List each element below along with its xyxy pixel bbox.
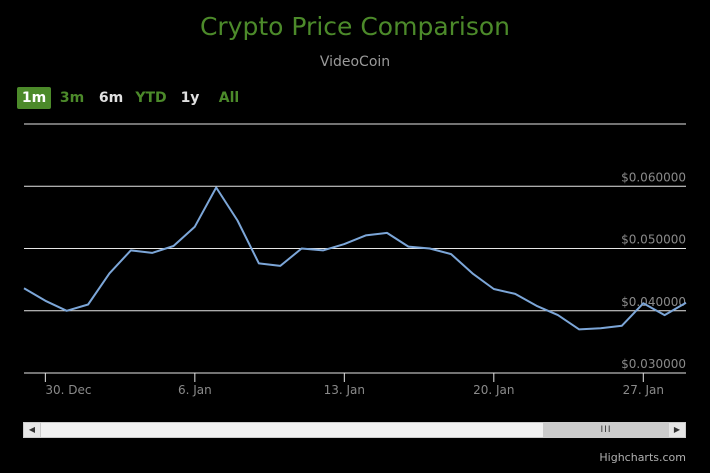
y-tick-label: $0.060000 (621, 170, 686, 184)
chart-title: Crypto Price Comparison (199, 12, 511, 41)
range-button-3m[interactable]: 3m (59, 90, 85, 106)
navigator-scrollbar[interactable]: ◀ III ▶ (23, 422, 686, 438)
x-tick-label: 13. Jan (324, 383, 365, 397)
range-button-1y[interactable]: 1y (180, 90, 200, 106)
x-tick-label: 30. Dec (45, 383, 91, 397)
range-button-1m[interactable]: 1m (17, 87, 51, 109)
x-tick-label: 27. Jan (623, 383, 664, 397)
x-tick-label: 20. Jan (473, 383, 514, 397)
scroll-left-arrow-icon[interactable]: ◀ (24, 423, 41, 437)
y-tick-label: $0.030000 (621, 357, 686, 371)
range-button-6m[interactable]: 6m (98, 90, 124, 106)
x-tick-label: 6. Jan (178, 383, 212, 397)
credits-link[interactable]: Highcharts.com (599, 451, 686, 464)
y-axis-labels: $0.030000 $0.040000 $0.050000 $0.060000 (621, 170, 686, 371)
x-axis: 30. Dec 6. Jan 13. Jan 20. Jan 27. Jan (44, 373, 664, 397)
scrollbar-thumb[interactable]: III (543, 423, 669, 437)
y-tick-label: $0.040000 (621, 295, 686, 309)
range-button-all[interactable]: All (218, 90, 240, 106)
chart-subtitle: VideoCoin (319, 54, 391, 70)
scroll-right-arrow-icon[interactable]: ▶ (668, 423, 685, 437)
grid-lines (24, 123, 686, 374)
y-tick-label: $0.050000 (621, 233, 686, 247)
price-series-line (23, 186, 687, 331)
range-button-ytd[interactable]: YTD (135, 90, 167, 106)
